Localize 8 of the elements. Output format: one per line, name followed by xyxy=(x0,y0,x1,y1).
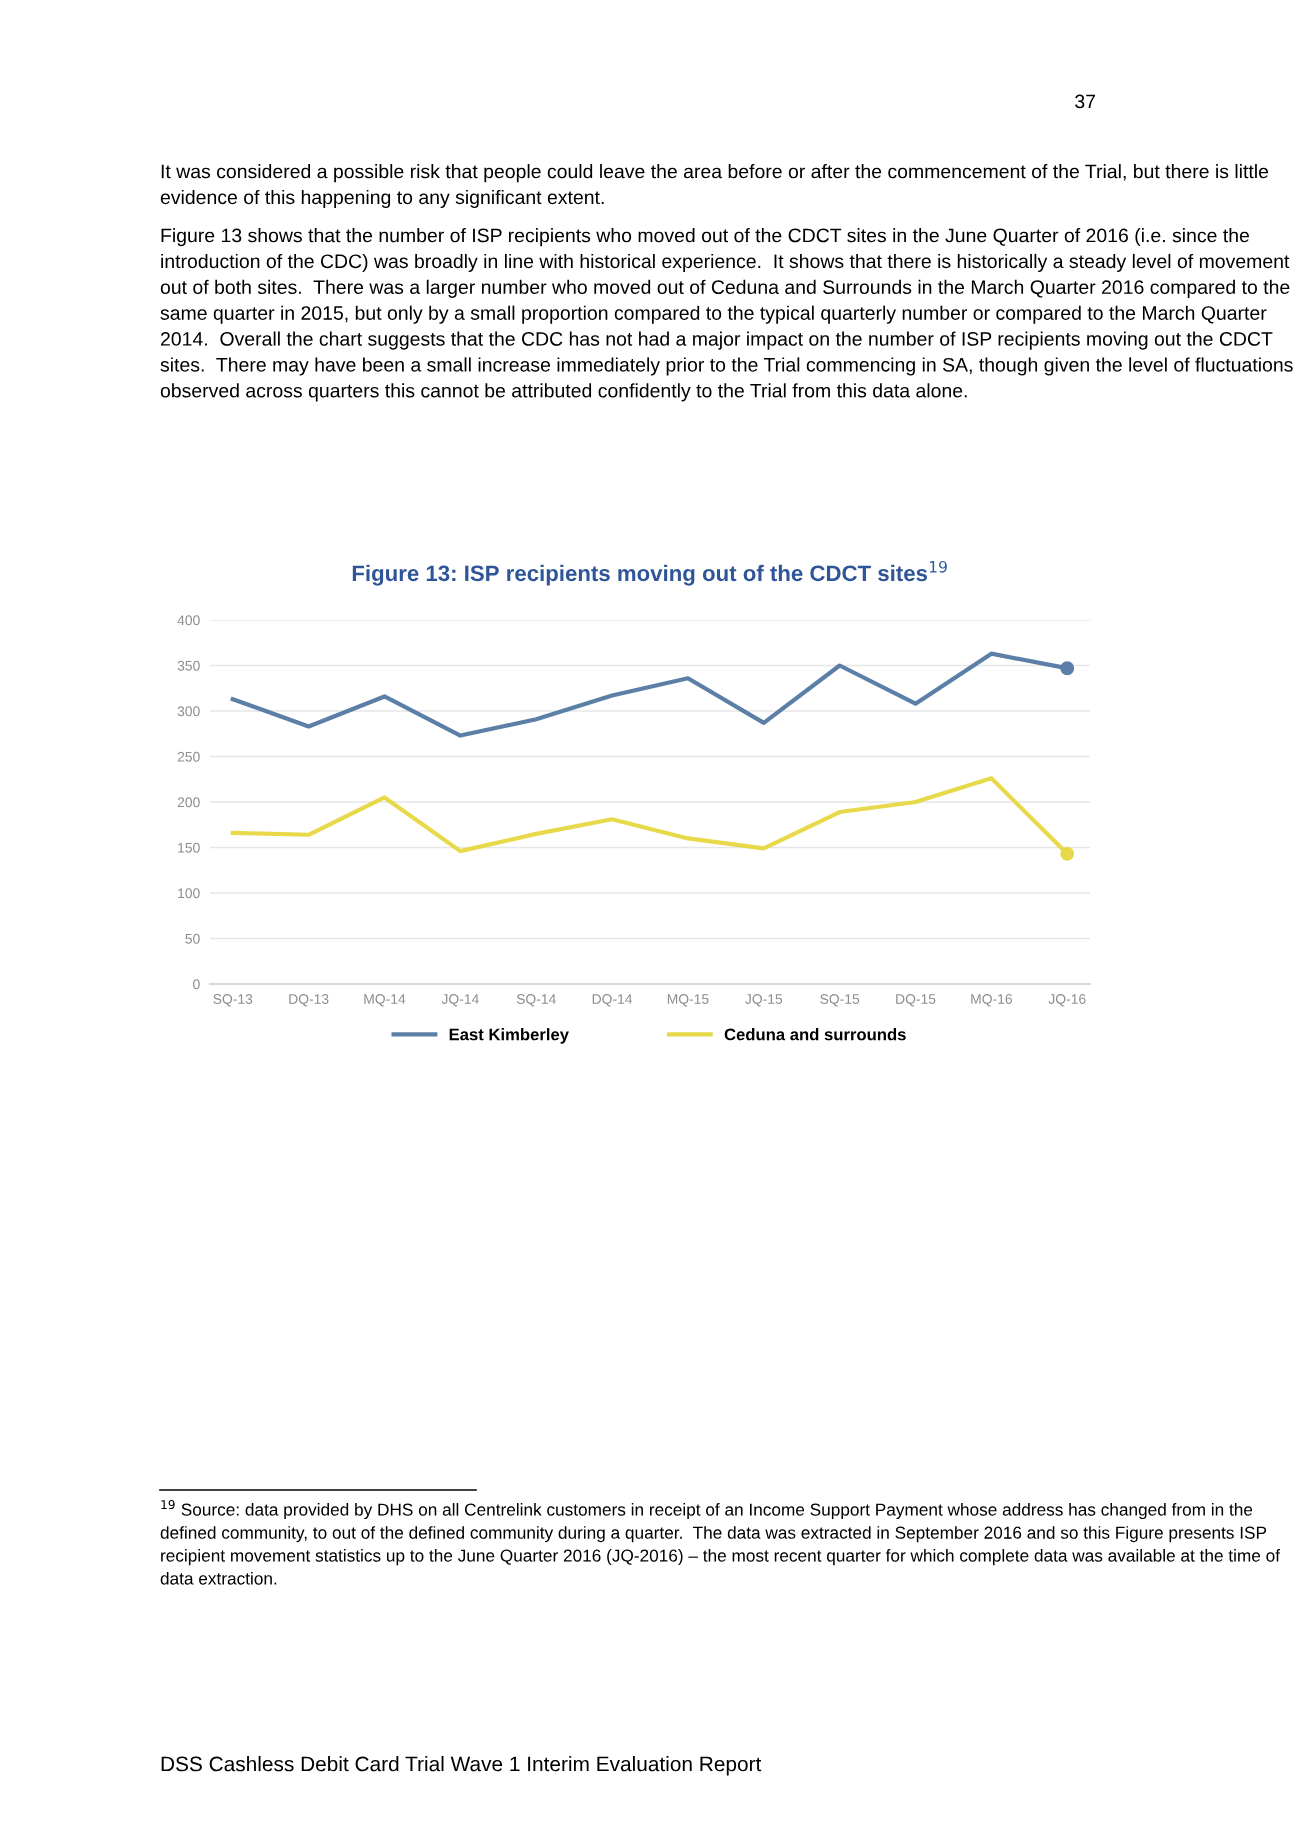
text: DSS Cashless Debit Card Trial Wave 1 Interim Evaluation Report xyxy=(161,1756,762,1776)
chart-title: Figure 13: ISP recipients moving out of the CDCT sites$^{19}$ xyxy=(352,560,947,586)
text: It was considered a possible risk that people could leave the area before or after the commencement of the Trial, but there is little evidence of this happening to any significant extent. xyxy=(160,164,1269,208)
text: 37 xyxy=(1075,94,1096,109)
legend-label: Ceduna and surrounds xyxy=(724,1028,906,1041)
legend-label: East Kimberley xyxy=(449,1028,569,1044)
caption: Figure 13 shows that the number of ISP recipients who moved out of the CDCT sites in the June Quarter of 2016 (i.e. since the introduction of the CDC) was broadly in line with historical experience. It shows that there is historically a steady level of movement out of both sites. There was a larger number who moved out of Ceduna and Surrounds in the March Quarter 2016 compared to the same quarter in 2015, but only by a small proportion compared to the typical quarterly number or compared to the March Quarter 2014. Overall the chart suggests that the CDC has not had a major impact on the number of ISP recipients moving out the CDCT sites. There may have been a small increase immediately prior to the Trial commencing in SA, though given the level of fluctuations observed across quarters this cannot be attributed confidently to the Trial from this data alone. xyxy=(160,228,1293,402)
text: $^{19}$ Source: data provided by DHS on all Centrelink customers in receipt of an Income Support Payment whose address has changed from in the defined community, to out of the defined community during a quarter. The data was extracted in September 2016 and so this Figure presents ISP recipient movement statistics up to the June Quarter 2016 (JQ-2016) – the most recent quarter for which complete data was available at the time of data extraction. xyxy=(160,1500,1281,1585)
